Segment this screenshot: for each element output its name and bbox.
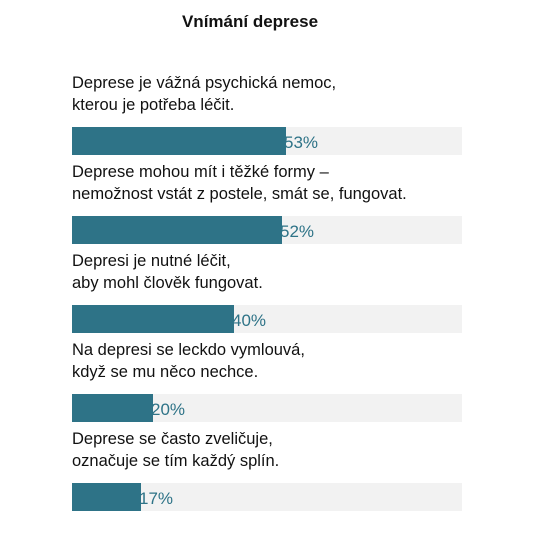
value-label: 53%	[284, 133, 319, 152]
category-label-line: Deprese mohou mít i těžké formy –	[72, 163, 329, 181]
value-label: 20%	[151, 400, 186, 419]
category-label-line: Depresi je nutné léčit,	[72, 252, 231, 270]
category-label-line: nemožnost vstát z postele, smát se, fung…	[72, 185, 407, 203]
category-label-line: aby mohl člověk fungovat.	[72, 274, 263, 292]
category-label: Deprese se často zveličuje, označuje se t…	[72, 428, 532, 472]
category-label-line: Deprese je vážná psychická nemoc,	[72, 74, 337, 92]
category-label: Na depresi se leckdo vymlouvá, když se mu…	[72, 339, 532, 383]
bar	[72, 483, 141, 511]
category-label-line: kterou je potřeba léčit.	[72, 96, 235, 114]
category-label: Depresi je nutné léčit, aby mohl člověk f…	[72, 250, 532, 294]
bar	[72, 394, 153, 422]
value-label: 40%	[232, 311, 267, 330]
bar	[72, 127, 286, 155]
value-label: 17%	[139, 489, 174, 508]
bar	[72, 216, 282, 244]
bar	[72, 305, 234, 333]
value-label: 52%	[280, 222, 315, 241]
category-label-line: označuje se tím každý splín.	[72, 452, 280, 470]
chart-title: Vnímání deprese	[181, 12, 319, 31]
category-label-line: když se mu něco nechce.	[72, 363, 259, 381]
category-label-line: Deprese se často zveličuje,	[72, 430, 273, 448]
category-label: Deprese mohou mít i těžké formy – nemožno…	[72, 161, 532, 205]
category-label: Deprese je vážná psychická nemoc, kterou …	[72, 72, 532, 116]
category-label-line: Na depresi se leckdo vymlouvá,	[72, 341, 305, 359]
